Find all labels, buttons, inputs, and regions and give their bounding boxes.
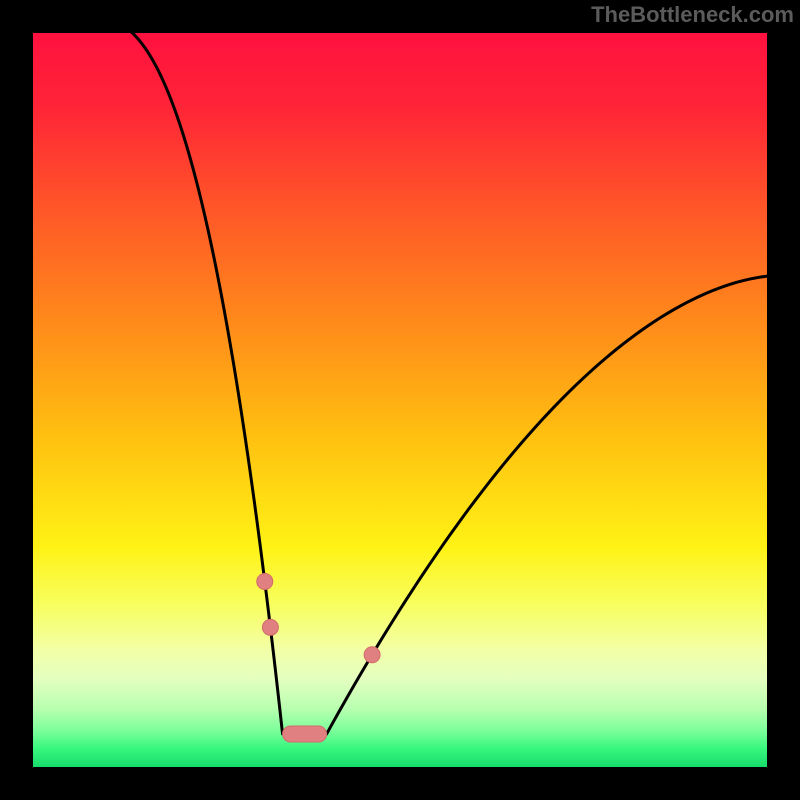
trough-dot bbox=[364, 647, 380, 663]
watermark-text: TheBottleneck.com bbox=[591, 2, 794, 28]
trough-dot bbox=[262, 619, 278, 635]
trough-dot bbox=[257, 574, 273, 590]
chart-container: TheBottleneck.com bbox=[0, 0, 800, 800]
trough-bar bbox=[283, 726, 327, 742]
plot-gradient bbox=[33, 33, 767, 767]
chart-svg bbox=[0, 0, 800, 800]
